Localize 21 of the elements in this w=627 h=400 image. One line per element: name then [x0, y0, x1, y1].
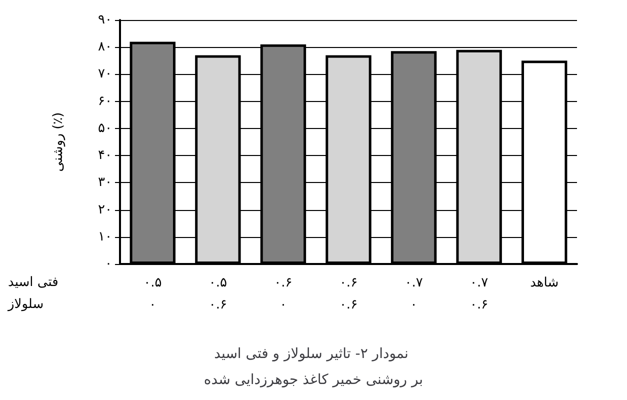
x-tick-label: ۰.۷ ۰.۶ [470, 276, 488, 312]
text: فتی اسید [8, 275, 58, 290]
x-tick-label: ۰.۵ ۰ [144, 276, 162, 312]
x-tick-label: ۰.۷ ۰ [404, 276, 423, 312]
y-tick-label: ۹۰ [98, 12, 112, 28]
text: سلولاز [7, 297, 44, 312]
x-tick-label: ۰.۵ ۰.۶ [208, 276, 227, 312]
y-tick-label: ۵۰ [98, 120, 112, 136]
text: نمودار ۲- تاثیر سلولاز و فتی اسید بر روشنی خمیر کاغذ جوهرزدایی شده [204, 346, 424, 388]
y-tick-label: ۳۰ [98, 175, 112, 190]
y-tick-label: ۷۰ [98, 66, 112, 82]
y-axis-title: روشنی (٪) [51, 112, 66, 172]
x-tick-label: شاهد [530, 276, 559, 290]
y-tick-label: ۶۰ [98, 94, 112, 109]
y-tick-label: ۱۰ [98, 229, 112, 244]
x-tick-label: ۰.۶ ۰.۶ [339, 276, 358, 312]
y-tick-label: ۴۰ [98, 148, 112, 164]
y-tick-label: ۰ [105, 256, 112, 272]
x-tick-label: ۰.۶ ۰ [274, 276, 292, 312]
y-tick-label: ۸۰ [98, 40, 112, 55]
y-tick-label: ۲۰ [98, 202, 112, 218]
